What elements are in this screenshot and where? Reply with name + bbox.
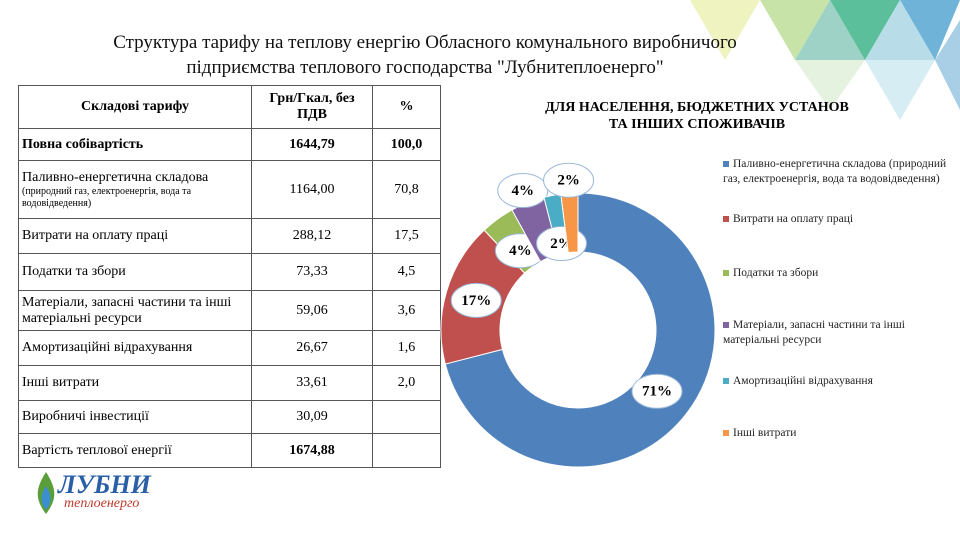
row-name-text: Паливно-енергетична складова [22,169,209,185]
row-value: 1164,00 [251,160,373,219]
legend-swatch [723,216,729,222]
row-value: 288,12 [251,218,373,254]
row-percent [372,433,441,468]
row-value: 1674,88 [251,433,373,468]
legend-item: Матеріали, запасні частини та інші матер… [723,318,953,348]
row-value: 59,06 [251,290,373,331]
chart-title: ДЛЯ НАСЕЛЕННЯ, БЮДЖЕТНИХ УСТАНОВ [545,100,849,115]
row-name: Виробничі інвестиції [18,400,252,434]
row-value: 33,61 [251,365,373,401]
logo-icon [37,472,55,514]
row-percent: 70,8 [372,160,441,219]
legend-label: Витрати на оплату праці [733,213,854,225]
legend-swatch [723,322,729,328]
row-name-text: Амортизаційні відрахування [22,340,193,355]
legend-label: Амортизаційні відрахування [733,375,873,387]
row-percent: 1,6 [372,330,441,366]
triangle [900,0,960,60]
legend-item: Витрати на оплату праці [723,212,953,227]
row-percent: 17,5 [372,218,441,254]
legend-swatch [723,270,729,276]
legend-item: Інші витрати [723,426,953,441]
title-line: підприємства теплового господарства "Луб… [186,57,664,78]
triangle [795,60,865,110]
logo-subtitle: теплоенерго [64,496,140,511]
legend-item: Паливно-енергетична складова (природний … [723,157,953,187]
label-bubble [497,173,549,209]
row-note: (природний газ, електроенергія, вода та … [22,185,192,209]
triangle [795,0,865,60]
row-name: Витрати на оплату праці [18,218,252,254]
table-row: Амортизаційні відрахування 26,67 1,6 [18,330,441,366]
row-name: Повна собівартість [18,128,252,161]
table-row: Виробничі інвестиції 30,09 [18,400,441,434]
row-value: 30,09 [251,400,373,434]
legend-label: Податки та збори [733,267,819,279]
row-percent: 2,0 [372,365,441,401]
triangle [690,0,760,60]
table-row: Вартість теплової енергії 1674,88 [18,433,441,468]
row-name: Амортизаційні відрахування [18,330,252,366]
triangle [865,60,935,120]
logo: ЛУБНИ теплоенерго [30,468,151,523]
row-name: Матеріали, запасні частини та інші матер… [18,290,252,331]
header-row: Складові тарифу Грн/Гкал, без ПДВ% [18,85,441,129]
legend-label: Матеріали, запасні частини та інші матер… [723,319,905,346]
table-row: Інші витрати 33,61 2,0 [18,365,441,401]
row-name-text: Повна собівартість [22,136,144,152]
data-label: 71% [642,384,672,400]
row-value: 26,67 [251,330,373,366]
data-label: 2% [557,173,580,189]
title: Структура тарифу на теплову енергію Обла… [40,30,810,80]
legend-swatch [723,161,729,167]
triangle [760,0,830,60]
row-name: Інші витрати [18,365,252,401]
data-label: 17% [461,293,491,309]
triangle [865,0,935,60]
tariff-table: Складові тарифу Грн/Гкал, без ПДВ% Повна с… [18,85,441,468]
row-percent: 4,5 [372,253,441,291]
label-bubble [450,282,502,318]
legend-item: Податки та збори [723,266,953,281]
legend-label: Паливно-енергетична складова (природний … [723,158,947,185]
table-row: Витрати на оплату праці 288,12 17,5 [18,218,441,254]
legend-swatch [723,430,729,436]
legend-item: Амортизаційні відрахування [723,374,953,389]
logo-name: ЛУБНИ [58,470,151,499]
label-bubble [631,373,683,409]
label-bubble [543,162,595,198]
triangle [935,20,960,110]
chart-title: ТА ІНШИХ СПОЖИВАЧІВ [609,117,785,132]
column-header: Грн/Гкал, без ПДВ [251,85,373,129]
column-header: % [372,85,441,129]
column-header: Складові тарифу [18,85,252,129]
title-line: Структура тарифу на теплову енергію Обла… [113,32,737,53]
row-name-text: Виробничі інвестиції [22,409,149,424]
legend-swatch [723,378,729,384]
row-name-text: Вартість теплової енергії [22,442,172,458]
row-name-text: Витрати на оплату праці [22,228,169,243]
row-name: Вартість теплової енергії [18,433,252,468]
table-row: Паливно-енергетична складова (природний г… [18,160,441,219]
row-name-text: Матеріали, запасні частини та інші матер… [22,294,232,326]
triangle [830,0,900,60]
data-label: 4% [512,183,535,199]
row-name-text: Інші витрати [22,375,100,390]
row-name-text: Податки та збори [22,264,126,279]
data-label: 4% [509,243,532,259]
legend-label: Інші витрати [733,427,797,439]
